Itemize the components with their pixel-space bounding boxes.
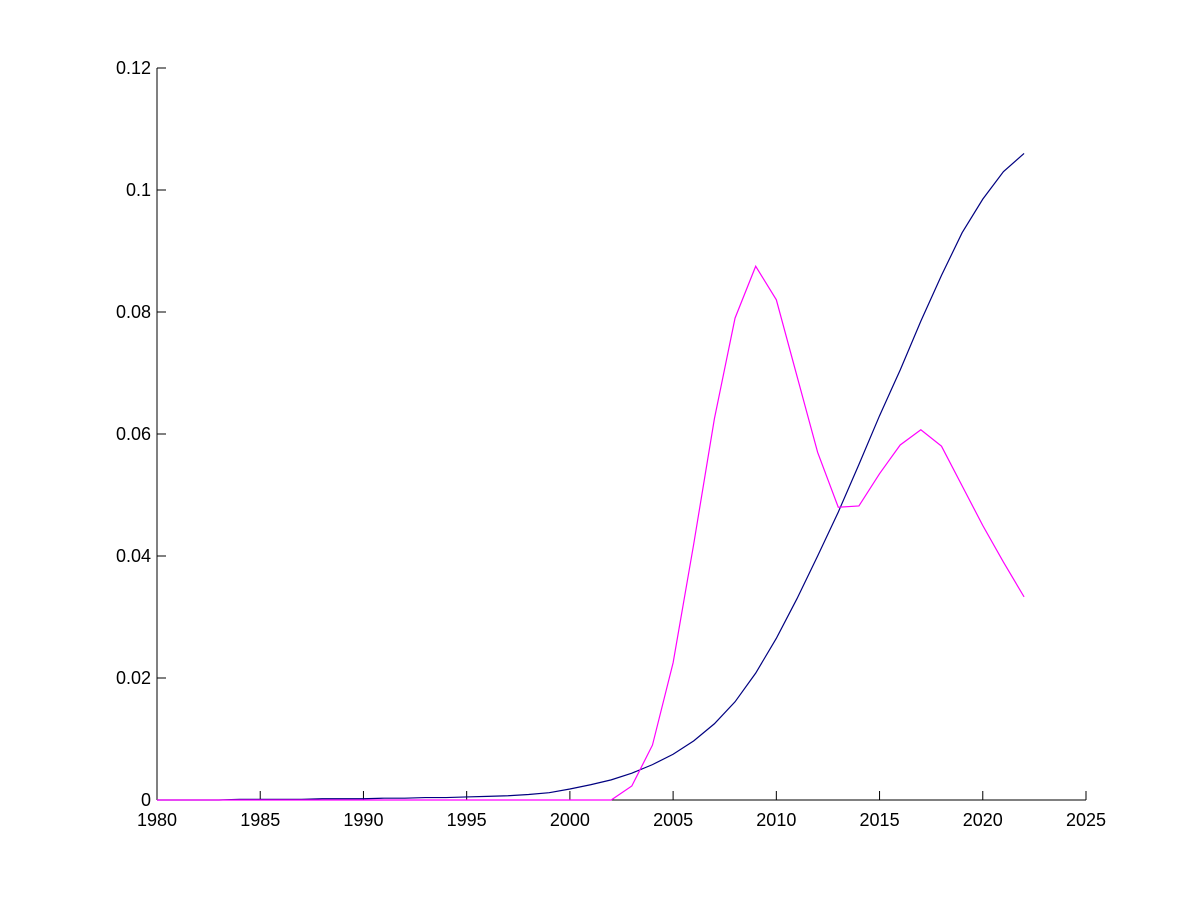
x-tick-label: 2020 bbox=[963, 810, 1003, 830]
x-tick-label: 2010 bbox=[756, 810, 796, 830]
y-tick-label: 0.06 bbox=[116, 424, 151, 444]
x-tick-label: 1995 bbox=[447, 810, 487, 830]
y-tick-label: 0.02 bbox=[116, 668, 151, 688]
y-tick-label: 0 bbox=[141, 790, 151, 810]
y-tick-label: 0.04 bbox=[116, 546, 151, 566]
y-tick-label: 0.1 bbox=[126, 180, 151, 200]
x-tick-label: 2005 bbox=[653, 810, 693, 830]
x-tick-label: 1985 bbox=[240, 810, 280, 830]
x-tick-label: 2000 bbox=[550, 810, 590, 830]
y-tick-label: 0.12 bbox=[116, 58, 151, 78]
x-tick-label: 1980 bbox=[137, 810, 177, 830]
x-tick-label: 2015 bbox=[860, 810, 900, 830]
x-tick-label: 1990 bbox=[343, 810, 383, 830]
line-series bbox=[157, 152, 1025, 801]
x-tick-label: 2025 bbox=[1066, 810, 1106, 830]
line-series bbox=[157, 264, 1025, 801]
y-tick-label: 0.08 bbox=[116, 302, 151, 322]
